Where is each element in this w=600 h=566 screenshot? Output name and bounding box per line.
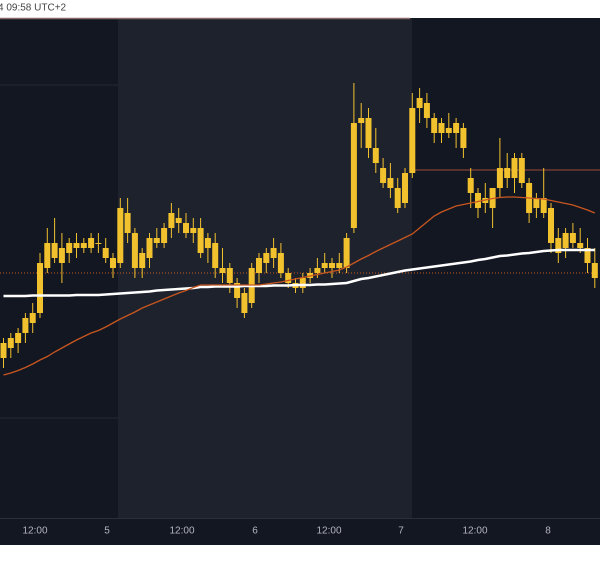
candle-body [329, 263, 335, 268]
x-tick-label: 5 [104, 526, 110, 537]
candle-body [475, 193, 481, 208]
candle-body [175, 218, 182, 223]
candle-body [467, 178, 474, 193]
candle-body [380, 168, 387, 183]
candle-body [358, 118, 365, 123]
x-tick-label: 7 [398, 526, 404, 537]
candle-body [562, 233, 569, 248]
candle-body [117, 208, 124, 263]
session-shade [118, 18, 412, 518]
candle-body [80, 243, 87, 248]
candle-body [431, 118, 438, 133]
candle-body [438, 123, 445, 133]
candle-body [168, 213, 175, 228]
candle-body [241, 293, 248, 313]
candle-body [299, 278, 306, 288]
candle-body [540, 198, 547, 213]
candle-body [460, 128, 467, 148]
candle-body [577, 243, 584, 248]
candle-body [44, 243, 51, 268]
moving-average [3, 196, 596, 376]
candle-body [453, 123, 460, 133]
candle-body [445, 128, 452, 133]
candle-body [110, 258, 116, 268]
candle-body [402, 173, 408, 203]
candle-body [518, 158, 525, 183]
candle-body [234, 283, 241, 298]
candle-body [212, 243, 219, 268]
candle-body [277, 253, 284, 273]
candle-body [270, 248, 277, 258]
candle-body [95, 243, 102, 244]
x-tick-label: 8 [545, 526, 551, 537]
candle-body [350, 123, 357, 228]
candle-body [343, 238, 350, 268]
candle-body [131, 233, 138, 268]
candle-body [7, 338, 14, 348]
candle-body [29, 313, 36, 323]
candle-body [226, 268, 233, 283]
candle-body [569, 233, 576, 243]
candle-body [124, 213, 131, 233]
candle-body [219, 268, 226, 273]
candle-body [190, 228, 197, 233]
candle-body [51, 243, 58, 258]
candle-body [548, 208, 554, 243]
candle-body [153, 238, 160, 243]
x-tick-label: 6 [252, 526, 258, 537]
candle-body [555, 238, 562, 253]
candle-body [204, 238, 211, 248]
x-tick-label: 12:00 [169, 526, 194, 537]
candle-body [256, 258, 262, 273]
candle-body [0, 343, 7, 358]
x-tick-label: 12:00 [22, 526, 47, 537]
candle-body [285, 273, 292, 283]
candle-body [416, 98, 423, 108]
candle-body [139, 253, 146, 268]
candle-body [146, 238, 153, 258]
candle-body [387, 178, 394, 188]
candle-body [183, 223, 189, 233]
candle-body [321, 263, 328, 268]
candle-body [409, 108, 416, 173]
moving-average [3, 248, 595, 298]
candle-body [197, 228, 204, 253]
candle-body [314, 268, 321, 273]
candle-body [423, 103, 430, 118]
x-tick-label: 12:00 [316, 526, 341, 537]
candle-body [58, 248, 65, 263]
candle-body [88, 238, 95, 248]
candle-body [73, 243, 80, 248]
candle-body [394, 188, 401, 208]
candle-body [496, 168, 503, 188]
candle-body [511, 158, 518, 178]
chart-title: 4 09:58 UTC+2 [0, 3, 67, 14]
candle-body [102, 248, 109, 258]
candle-body [37, 263, 43, 313]
candle-body [533, 198, 540, 208]
candle-body [372, 148, 379, 163]
candle-body [365, 118, 372, 148]
candle-body [504, 168, 511, 178]
candle-body [66, 243, 73, 253]
candle-body [22, 318, 29, 333]
candle-body [161, 228, 168, 243]
candle-body [584, 248, 591, 263]
x-tick-label: 12:00 [462, 526, 487, 537]
candle-body [591, 263, 598, 278]
candle-body [263, 253, 270, 263]
candle-body [15, 333, 22, 343]
candle-body [336, 263, 343, 268]
